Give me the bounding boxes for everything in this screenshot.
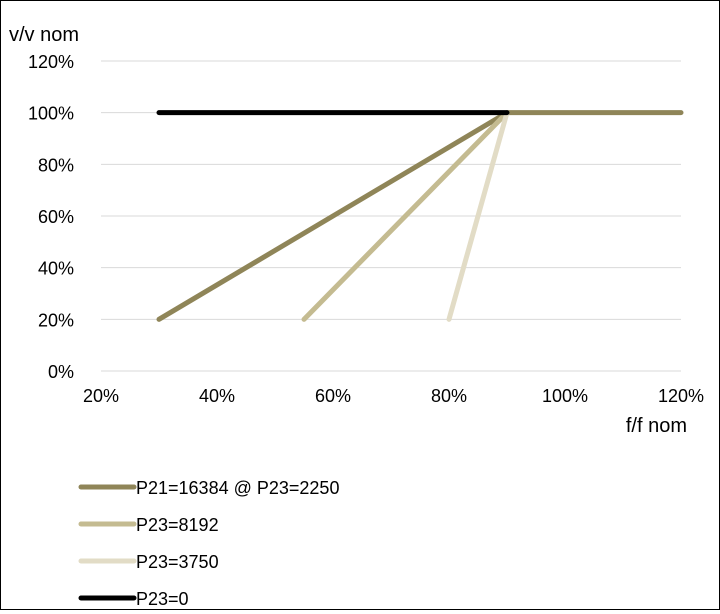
legend-label: P23=0 bbox=[136, 589, 189, 609]
series-line-3 bbox=[446, 110, 510, 322]
x-axis-tick-labels: 20% 40% 60% 80% 100% 120% bbox=[83, 386, 704, 406]
y-tick-label: 100% bbox=[28, 104, 74, 124]
y-tick-label: 80% bbox=[38, 155, 74, 175]
x-tick-label: 100% bbox=[542, 386, 588, 406]
legend-label: P23=3750 bbox=[136, 552, 219, 572]
y-tick-label: 20% bbox=[38, 310, 74, 330]
x-axis-label: f/f nom bbox=[626, 415, 687, 437]
y-tick-label: 120% bbox=[28, 52, 74, 72]
y-tick-label: 60% bbox=[38, 207, 74, 227]
y-axis-label: v/v nom bbox=[9, 24, 79, 46]
y-axis-tick-labels: 0% 20% 40% 60% 80% 100% 120% bbox=[28, 52, 74, 382]
legend-label: P23=8192 bbox=[136, 515, 219, 535]
x-tick-label: 20% bbox=[83, 386, 119, 406]
y-tick-label: 0% bbox=[48, 362, 74, 382]
legend: P21=16384 @ P23=2250 P23=8192 P23=3750 P23=… bbox=[78, 478, 339, 609]
series-lines bbox=[156, 110, 684, 322]
x-tick-label: 60% bbox=[315, 386, 351, 406]
series-line-2 bbox=[301, 110, 510, 322]
x-tick-label: 120% bbox=[658, 386, 704, 406]
gridlines bbox=[101, 60, 681, 372]
legend-label: P21=16384 @ P23=2250 bbox=[136, 478, 339, 498]
x-tick-label: 80% bbox=[431, 386, 467, 406]
x-tick-label: 40% bbox=[199, 386, 235, 406]
y-tick-label: 40% bbox=[38, 259, 74, 279]
